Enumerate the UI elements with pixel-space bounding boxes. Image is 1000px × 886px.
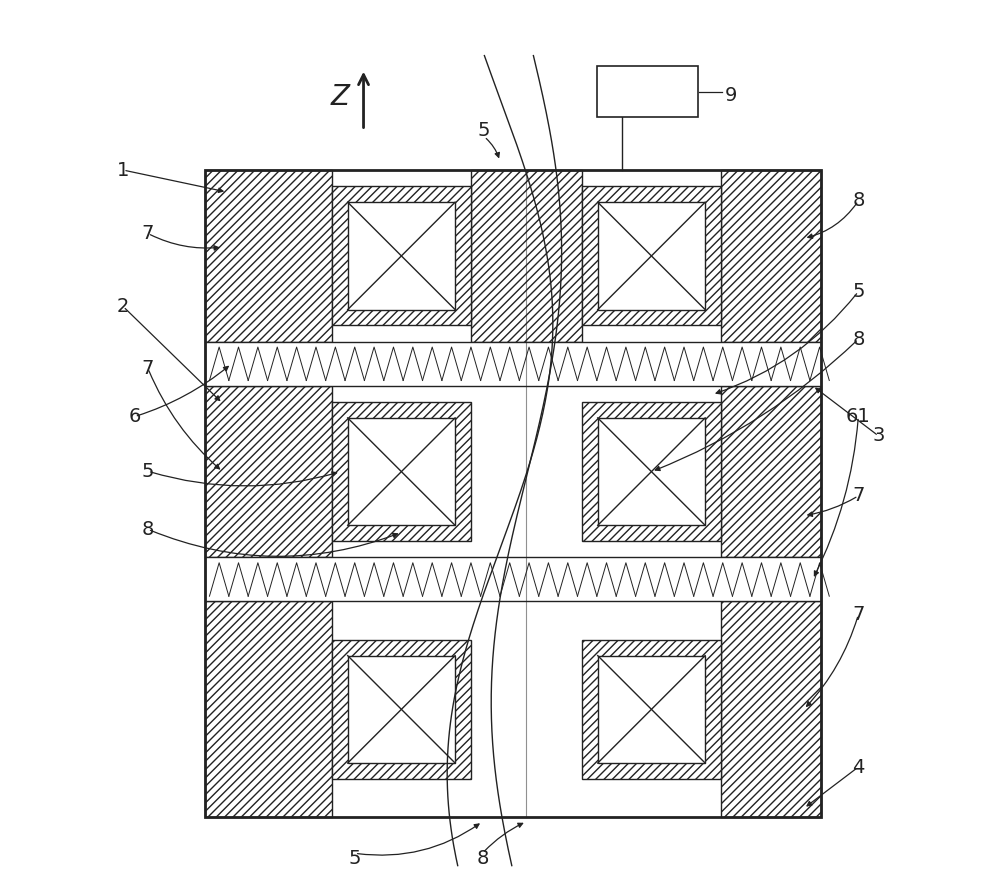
Bar bbox=[332, 402, 471, 541]
Bar bbox=[598, 202, 705, 309]
Bar bbox=[598, 656, 705, 763]
Bar bbox=[348, 202, 455, 309]
Text: 4: 4 bbox=[852, 758, 865, 776]
Text: 8: 8 bbox=[852, 191, 865, 210]
Text: 5: 5 bbox=[142, 462, 154, 481]
Text: 7: 7 bbox=[852, 486, 865, 505]
Text: 1: 1 bbox=[117, 160, 129, 180]
Text: 3: 3 bbox=[872, 426, 885, 446]
Text: 6: 6 bbox=[128, 407, 141, 426]
Bar bbox=[205, 385, 332, 557]
Text: 9: 9 bbox=[725, 86, 737, 105]
Bar bbox=[721, 385, 821, 557]
Text: 7: 7 bbox=[852, 605, 865, 624]
Text: 61: 61 bbox=[846, 407, 871, 426]
Bar bbox=[332, 640, 471, 779]
Bar bbox=[471, 170, 582, 342]
Bar bbox=[721, 602, 821, 817]
Bar bbox=[582, 402, 721, 541]
Bar bbox=[205, 170, 821, 817]
Bar bbox=[598, 418, 705, 525]
Bar bbox=[205, 602, 332, 817]
Text: 5: 5 bbox=[852, 282, 865, 301]
Bar bbox=[205, 170, 332, 342]
Text: 8: 8 bbox=[852, 330, 865, 348]
Bar bbox=[205, 342, 821, 385]
Text: 7: 7 bbox=[142, 224, 154, 243]
Bar bbox=[348, 656, 455, 763]
Bar bbox=[348, 418, 455, 525]
Text: 5: 5 bbox=[348, 849, 361, 868]
Text: Z: Z bbox=[330, 83, 349, 111]
Bar bbox=[332, 186, 471, 325]
Bar bbox=[582, 640, 721, 779]
Text: 2: 2 bbox=[117, 297, 129, 316]
Text: 8: 8 bbox=[476, 849, 489, 868]
Bar bbox=[597, 66, 698, 117]
Text: 7: 7 bbox=[142, 359, 154, 377]
Text: 5: 5 bbox=[478, 121, 490, 140]
Bar bbox=[582, 186, 721, 325]
Bar bbox=[721, 170, 821, 342]
Text: 8: 8 bbox=[142, 520, 154, 539]
Bar bbox=[205, 557, 821, 602]
